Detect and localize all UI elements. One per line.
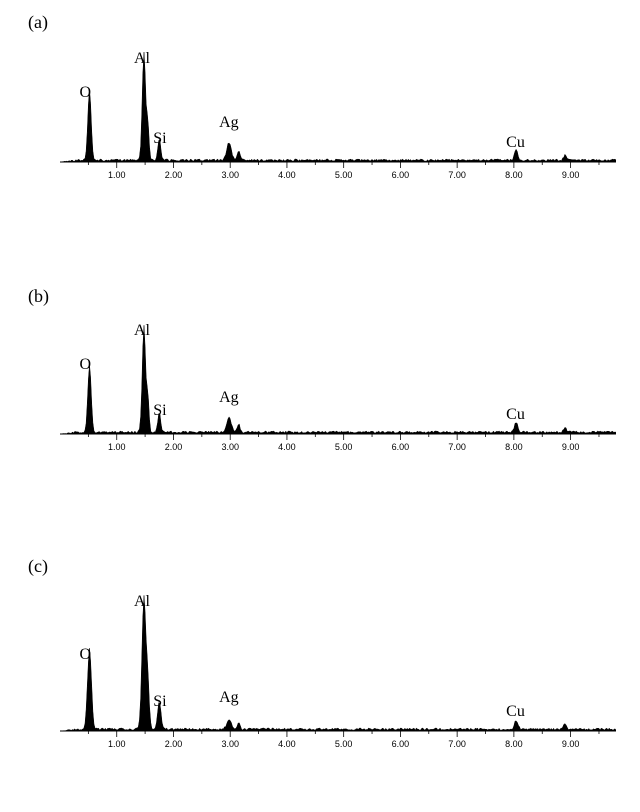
x-tick-label: 1.00	[108, 739, 126, 749]
peak-label-si: Si	[153, 402, 166, 420]
x-tick-label: 9.00	[562, 442, 580, 452]
x-tick-label: 3.00	[221, 739, 239, 749]
x-tick-label: 7.00	[448, 442, 466, 452]
spectrum-c: 1.00 2.00 3.00 4.00 5.00 6.00 7.00 8.00 9.00 O Al S…	[60, 586, 616, 766]
x-tick-label: 6.00	[392, 170, 410, 180]
x-tick-label: 5.00	[335, 739, 353, 749]
panel-label-c: (c)	[28, 556, 48, 577]
x-tick-label: 2.00	[165, 739, 183, 749]
peak-label-ag: Ag	[219, 689, 239, 707]
x-tick-label: 8.00	[505, 739, 523, 749]
spectrum-trace	[60, 595, 616, 731]
x-tick-label: 2.00	[165, 442, 183, 452]
spectrum-svg-c: 1.00 2.00 3.00 4.00 5.00 6.00 7.00 8.00 9.00	[60, 586, 616, 766]
spectrum-trace	[60, 52, 616, 162]
panel-label-b: (b)	[28, 286, 49, 307]
x-tick-label: 9.00	[562, 739, 580, 749]
x-tick-label: 3.00	[221, 170, 239, 180]
peak-label-cu: Cu	[506, 134, 525, 152]
peak-label-al: Al	[134, 593, 150, 611]
x-tick-label: 5.00	[335, 170, 353, 180]
peak-label-ag: Ag	[219, 389, 239, 407]
x-tick-label: 4.00	[278, 442, 296, 452]
peak-label-si: Si	[153, 693, 166, 711]
peak-label-cu: Cu	[506, 703, 525, 721]
peak-label-o: O	[80, 646, 92, 664]
x-tick-label: 8.00	[505, 170, 523, 180]
x-tick-label: 1.00	[108, 170, 126, 180]
peak-label-si: Si	[153, 130, 166, 148]
spectrum-b: 1.00 2.00 3.00 4.00 5.00 6.00 7.00 8.00 9.00 O Al S…	[60, 314, 616, 469]
x-tick-label: 5.00	[335, 442, 353, 452]
x-tick-label: 7.00	[448, 170, 466, 180]
x-tick-label: 1.00	[108, 442, 126, 452]
peak-label-al: Al	[134, 322, 150, 340]
panel-label-a: (a)	[28, 12, 48, 33]
x-tick-label: 6.00	[392, 442, 410, 452]
x-tick-label: 4.00	[278, 170, 296, 180]
x-tick-label: 3.00	[221, 442, 239, 452]
spectrum-a: 1.00 2.00 3.00 4.00 5.00 6.00 7.00 8.00 9.00 O Al S…	[60, 42, 616, 197]
peak-label-o: O	[80, 84, 92, 102]
x-tick-label: 4.00	[278, 739, 296, 749]
x-tick-label: 7.00	[448, 739, 466, 749]
peak-label-ag: Ag	[219, 114, 239, 132]
x-tick-label: 6.00	[392, 739, 410, 749]
x-tick-label: 2.00	[165, 170, 183, 180]
peak-label-al: Al	[134, 50, 150, 68]
spectrum-trace	[60, 325, 616, 434]
x-tick-label: 9.00	[562, 170, 580, 180]
x-tick-label: 8.00	[505, 442, 523, 452]
peak-label-o: O	[80, 356, 92, 374]
peak-label-cu: Cu	[506, 406, 525, 424]
